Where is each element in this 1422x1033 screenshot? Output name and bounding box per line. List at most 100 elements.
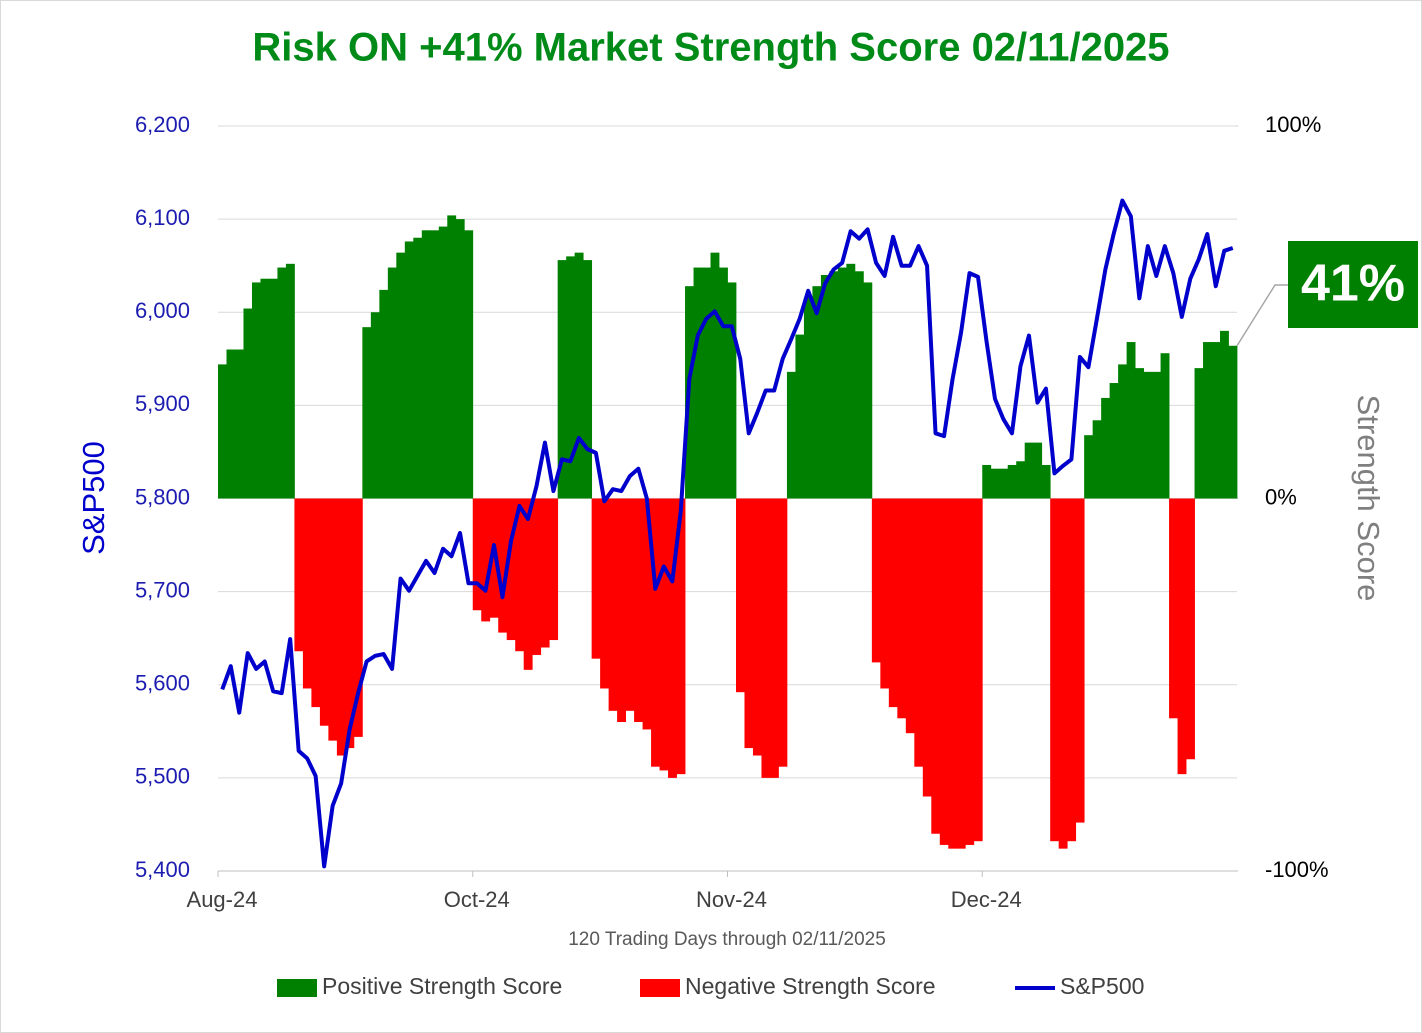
bar <box>319 498 329 726</box>
bar <box>863 282 873 499</box>
bar <box>583 260 593 499</box>
bar <box>922 498 932 797</box>
bar <box>1016 461 1026 499</box>
bar <box>795 334 805 499</box>
bar <box>1041 464 1051 499</box>
bar <box>362 327 372 499</box>
y-tick-label: 5,900 <box>135 391 190 416</box>
y-tick-label: 5,600 <box>135 671 190 696</box>
bar <box>345 498 355 749</box>
bar <box>659 498 669 771</box>
bar <box>752 498 762 756</box>
bar <box>243 308 253 499</box>
bar <box>1186 498 1195 760</box>
bar <box>617 498 626 722</box>
bar <box>871 498 881 663</box>
bar <box>302 498 312 689</box>
bar <box>702 267 711 499</box>
bar <box>1143 371 1153 499</box>
x-tick-label: Nov-24 <box>696 887 767 912</box>
bar <box>1126 342 1136 499</box>
bar <box>557 260 567 499</box>
bar <box>846 263 856 499</box>
bar <box>600 498 610 689</box>
bar <box>311 498 321 708</box>
y2-tick-label: 100% <box>1265 112 1321 137</box>
bar <box>999 468 1009 499</box>
x-tick-label: Oct-24 <box>444 887 510 912</box>
bar <box>549 498 559 641</box>
bar <box>803 297 813 499</box>
bar <box>234 349 244 499</box>
bar <box>914 498 924 767</box>
bar <box>948 498 958 849</box>
bar <box>421 230 431 499</box>
bar <box>642 498 652 730</box>
bar <box>1033 442 1043 499</box>
y-axis-label: S&P500 <box>76 441 111 555</box>
y2-tick-label: -100% <box>1265 857 1329 882</box>
bar <box>336 498 346 756</box>
bar <box>1050 498 1060 842</box>
bar <box>1177 498 1187 775</box>
bar <box>438 226 448 499</box>
bar <box>353 498 363 737</box>
bar <box>744 498 754 749</box>
bar <box>404 241 414 499</box>
bar <box>328 498 338 741</box>
bar <box>634 498 643 722</box>
bar <box>829 271 839 499</box>
legend-swatch <box>277 979 317 997</box>
bar <box>931 498 941 834</box>
bar <box>413 237 423 499</box>
y2-tick-label: 0% <box>1265 484 1297 509</box>
bar <box>226 349 236 499</box>
bar <box>710 252 720 499</box>
legend-swatch <box>640 979 680 997</box>
legend-label: Negative Strength Score <box>685 973 936 999</box>
bar <box>769 498 779 778</box>
bar <box>1109 383 1119 499</box>
bar <box>735 498 745 693</box>
bar <box>574 252 584 499</box>
bar <box>837 267 847 499</box>
y-tick-label: 6,200 <box>135 112 190 137</box>
bar <box>651 498 660 767</box>
bar <box>370 312 380 499</box>
bar <box>430 230 440 499</box>
bar <box>778 498 788 767</box>
bar <box>566 256 576 499</box>
legend-label: Positive Strength Score <box>322 973 562 999</box>
bar <box>761 498 771 778</box>
y-tick-label: 5,400 <box>135 857 190 882</box>
bar <box>668 498 677 778</box>
y-tick-label: 5,800 <box>135 484 190 509</box>
bar <box>1220 330 1229 499</box>
bar <box>973 498 983 842</box>
y-tick-label: 6,000 <box>135 298 190 323</box>
bar <box>481 498 491 622</box>
bar <box>1092 420 1102 499</box>
bar <box>379 289 389 499</box>
bar <box>498 498 508 633</box>
bar <box>880 498 890 689</box>
bar <box>464 230 474 499</box>
bar <box>956 498 966 849</box>
bar <box>676 498 686 775</box>
bar <box>277 267 287 499</box>
bar <box>218 364 227 499</box>
data-label: 41% <box>1301 255 1405 313</box>
bar <box>447 215 457 499</box>
bar <box>1228 345 1238 499</box>
bar <box>693 267 703 499</box>
bar <box>727 282 737 499</box>
bar <box>1007 464 1017 499</box>
callout-box <box>1288 241 1418 328</box>
bar <box>982 464 992 499</box>
x-tick-label: Dec-24 <box>951 887 1022 912</box>
line <box>220 198 1234 869</box>
bar <box>1160 353 1170 499</box>
bar <box>1101 397 1111 499</box>
bar <box>294 498 304 652</box>
